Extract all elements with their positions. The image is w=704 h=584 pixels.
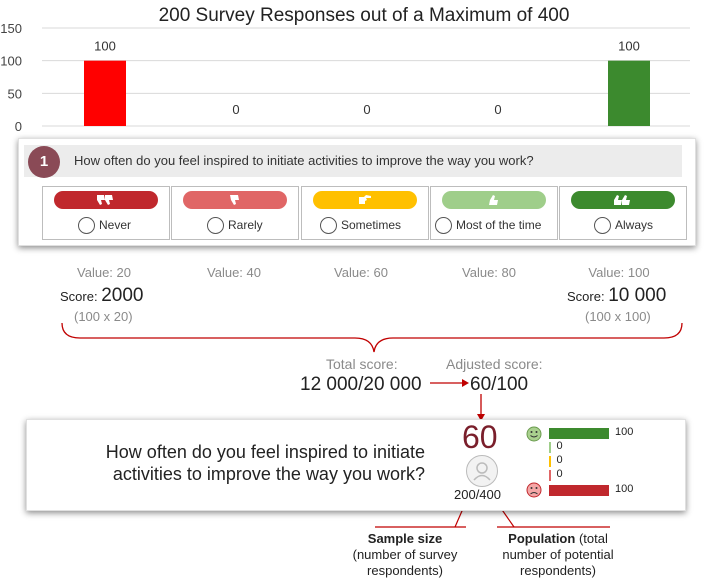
bar-always	[608, 60, 650, 126]
option-sometimes[interactable]: Sometimes	[301, 186, 429, 240]
summary-question: How often do you feel inspired to initia…	[105, 442, 425, 484]
calc-right: (100 x 100)	[585, 309, 651, 324]
happy-face-icon	[526, 426, 542, 442]
thumbs-up-double-icon	[571, 191, 675, 209]
option-never[interactable]: Never	[42, 186, 170, 240]
bar-never	[84, 60, 126, 126]
mini-bar	[549, 485, 609, 496]
user-icon	[466, 455, 498, 487]
radio-never[interactable]	[78, 217, 95, 234]
population-annotation: Population (total number of potential re…	[502, 531, 614, 578]
option-label: Sometimes	[341, 218, 402, 232]
mini-bar	[549, 442, 551, 453]
bar-value-label: 0	[363, 102, 370, 117]
thumb-sideways-icon	[313, 191, 417, 209]
value-label: Value: 80	[462, 265, 516, 280]
thumbs-down-icon	[183, 191, 287, 209]
option-most-of-the-time[interactable]: Most of the time	[430, 186, 558, 240]
mini-bar-label: 0	[556, 468, 563, 480]
mini-bar	[549, 470, 551, 481]
mini-bar	[549, 456, 551, 467]
summary-score: 60	[462, 419, 498, 455]
y-tick-label: 100	[0, 54, 22, 69]
adjusted-score-label: Adjusted score:	[446, 356, 543, 372]
radio-rarely[interactable]	[207, 217, 224, 234]
mini-bar-label: 100	[615, 426, 634, 438]
radio-always[interactable]	[594, 217, 611, 234]
sample-ratio: 200/400	[454, 487, 501, 502]
option-label: Rarely	[228, 218, 263, 232]
thumbs-down-double-icon	[54, 191, 158, 209]
option-label: Most of the time	[456, 218, 542, 232]
question-bar	[24, 145, 682, 177]
radio-sometimes[interactable]	[320, 217, 337, 234]
thumbs-up-icon	[442, 191, 546, 209]
curly-brace	[61, 322, 683, 353]
value-label: Value: 40	[207, 265, 261, 280]
mini-bar	[549, 428, 609, 439]
question-number-badge: 1	[28, 146, 60, 178]
radio-most-of-the-time[interactable]	[435, 217, 452, 234]
y-tick-label: 150	[0, 21, 22, 36]
bar-value-label: 0	[232, 102, 239, 117]
value-label: Value: 60	[334, 265, 388, 280]
value-label: Value: 20	[77, 265, 131, 280]
value-label: Value: 100	[588, 265, 650, 280]
total-score-label: Total score:	[326, 356, 398, 372]
mini-bar-label: 0	[556, 454, 563, 466]
total-score-value: 12 000/20 000	[300, 374, 422, 395]
sample-size-annotation: Sample size (number of survey respondent…	[352, 531, 458, 578]
chart-title: 200 Survey Responses out of a Maximum of…	[159, 5, 570, 26]
sad-face-icon	[526, 482, 542, 498]
question-text: How often do you feel inspired to initia…	[74, 153, 534, 168]
option-always[interactable]: Always	[559, 186, 687, 240]
adjusted-score-value: 60/100	[470, 374, 529, 395]
response-bar-chart: 200 Survey Responses out of a Maximum of…	[0, 5, 690, 134]
y-tick-label: 0	[15, 119, 22, 134]
mini-bar-label: 100	[615, 483, 634, 495]
y-tick-label: 50	[8, 86, 22, 101]
bar-value-label: 100	[94, 39, 116, 54]
option-label: Never	[99, 218, 132, 232]
calc-left: (100 x 20)	[74, 309, 133, 324]
option-rarely[interactable]: Rarely	[171, 186, 299, 240]
mini-distribution-chart: 100 0 0 0 100	[549, 426, 669, 498]
bar-value-label: 100	[618, 39, 640, 54]
score-right: Score: 10 000	[567, 285, 667, 306]
score-left: Score: 2000	[60, 285, 144, 306]
option-label: Always	[615, 218, 654, 232]
bar-value-label: 0	[494, 102, 501, 117]
mini-bar-label: 0	[556, 440, 563, 452]
